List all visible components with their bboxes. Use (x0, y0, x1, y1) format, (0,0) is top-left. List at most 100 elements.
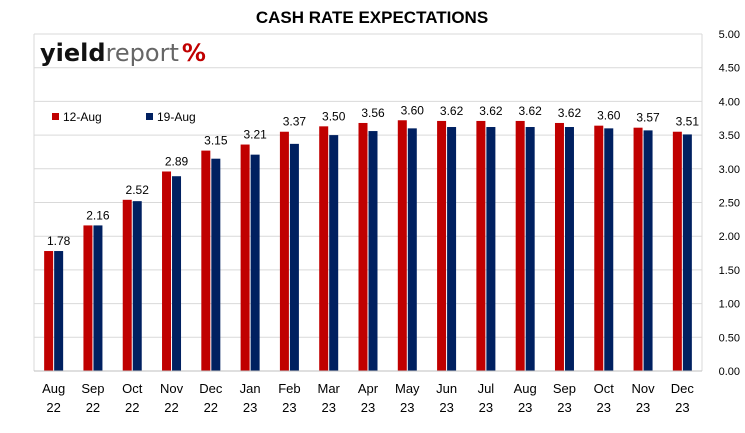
x-tick-label-year: 23 (361, 400, 375, 415)
data-label: 3.15 (204, 134, 228, 148)
bar-series-2 (407, 128, 417, 371)
bar-series-2 (289, 143, 299, 371)
legend-swatch (146, 113, 153, 120)
bar-series-1 (279, 131, 289, 371)
data-label: 3.50 (322, 109, 346, 123)
x-tick-label-year: 23 (557, 400, 571, 415)
data-label: 2.52 (126, 183, 150, 197)
bar-series-2 (525, 127, 535, 372)
data-label: 3.60 (401, 103, 425, 117)
y-tick-label: 0.50 (719, 332, 740, 344)
x-tick-label-year: 23 (439, 400, 453, 415)
bar-series-2 (643, 130, 653, 371)
bar-series-1 (554, 122, 564, 371)
x-tick-label-year: 23 (479, 400, 493, 415)
bar-series-2 (604, 128, 614, 371)
y-tick-label: 3.00 (719, 164, 740, 176)
bars (44, 120, 692, 372)
x-tick-label-year: 23 (400, 400, 414, 415)
bar-series-1 (358, 122, 368, 371)
x-tick-label-year: 23 (636, 400, 650, 415)
x-tick-label-month: Feb (278, 381, 300, 396)
chart-title: CASH RATE EXPECTATIONS (256, 8, 488, 27)
x-tick-label-month: Jul (478, 381, 495, 396)
bar-series-2 (368, 131, 378, 371)
x-tick-label-month: Apr (358, 381, 379, 396)
x-tick-label-month: Aug (42, 381, 65, 396)
y-tick-label: 5.00 (719, 29, 740, 41)
legend: 12-Aug 19-Aug (52, 110, 196, 124)
bar-series-1 (201, 150, 211, 371)
x-tick-label-month: Nov (160, 381, 184, 396)
data-label: 3.62 (558, 106, 582, 120)
bar-series-2 (682, 134, 692, 371)
x-tick-label-month: Aug (514, 381, 537, 396)
x-tick-label-year: 23 (321, 400, 335, 415)
bar-series-2 (447, 127, 457, 372)
y-tick-label: 2.50 (719, 198, 740, 210)
data-label: 3.21 (243, 128, 267, 142)
x-tick-label-month: Sep (553, 381, 576, 396)
y-tick-label: 4.00 (719, 96, 740, 108)
bar-series-1 (633, 127, 643, 371)
x-tick-label-year: 22 (204, 400, 218, 415)
data-label: 2.89 (165, 154, 189, 168)
grid-lines (33, 33, 703, 372)
x-tick-label-year: 22 (125, 400, 139, 415)
x-tick-label-month: Oct (594, 381, 615, 396)
data-labels: 1.78 2.16 2.52 2.89 3.15 3.21 3.37 3.50 3.56 3.60… (47, 103, 699, 248)
x-tick-label-year: 22 (164, 400, 178, 415)
bar-series-1 (162, 171, 172, 371)
y-axis: 0.00 0.50 1.00 1.50 2.00 2.50 3.00 3.50 4.00 4.50… (719, 29, 740, 378)
bar-series-1 (319, 126, 329, 371)
bar-series-2 (486, 127, 496, 372)
bar-series-2 (211, 158, 221, 371)
x-tick-label-year: 22 (86, 400, 100, 415)
bar-series-1 (476, 120, 486, 371)
bar-series-2 (93, 225, 103, 371)
data-label: 3.60 (597, 109, 621, 123)
x-tick-label-month: Jan (240, 381, 261, 396)
legend-label: 12-Aug (63, 110, 102, 124)
svg-text:yieldreport%: yieldreport% (40, 39, 206, 67)
y-tick-label: 0.00 (719, 366, 740, 378)
bar-series-2 (54, 251, 64, 371)
data-label: 3.56 (361, 106, 385, 120)
data-label: 3.62 (440, 104, 464, 118)
logo-text-yield: yield (40, 39, 106, 67)
logo-text-report: report (106, 39, 179, 67)
bar-series-1 (594, 125, 604, 371)
x-tick-label-month: Jun (436, 381, 457, 396)
bar-series-1 (83, 225, 93, 371)
bar-series-1 (240, 144, 250, 371)
y-tick-label: 1.00 (719, 299, 740, 311)
bar-series-2 (250, 154, 260, 371)
legend-swatch (52, 113, 59, 120)
x-axis: Aug 22 Sep 22 Oct 22 Nov 22 Dec 22 Jan 23 Feb 23 Mar 23… (34, 370, 702, 415)
y-tick-label: 4.50 (719, 63, 740, 75)
x-tick-label-month: Dec (671, 381, 695, 396)
x-tick-label-year: 23 (597, 400, 611, 415)
x-tick-label-year: 23 (518, 400, 532, 415)
bar-series-2 (564, 127, 574, 372)
x-tick-label-year: 22 (46, 400, 60, 415)
y-tick-label: 2.00 (719, 231, 740, 243)
data-label: 3.57 (636, 111, 660, 125)
data-label: 3.62 (518, 104, 542, 118)
data-label: 1.78 (47, 234, 71, 248)
x-tick-label-month: Nov (631, 381, 655, 396)
bar-series-1 (44, 251, 54, 371)
logo-percent-sign: % (182, 39, 206, 67)
bar-series-1 (397, 120, 407, 371)
data-label: 3.62 (479, 104, 503, 118)
x-tick-label-year: 23 (243, 400, 257, 415)
x-tick-label-month: Oct (122, 381, 143, 396)
x-tick-label-month: Dec (199, 381, 223, 396)
x-tick-label-year: 23 (675, 400, 689, 415)
y-tick-label: 3.50 (719, 130, 740, 142)
x-tick-label-month: Mar (318, 381, 341, 396)
yieldreport-logo: yieldreport% (40, 39, 206, 67)
bar-series-2 (329, 135, 339, 371)
